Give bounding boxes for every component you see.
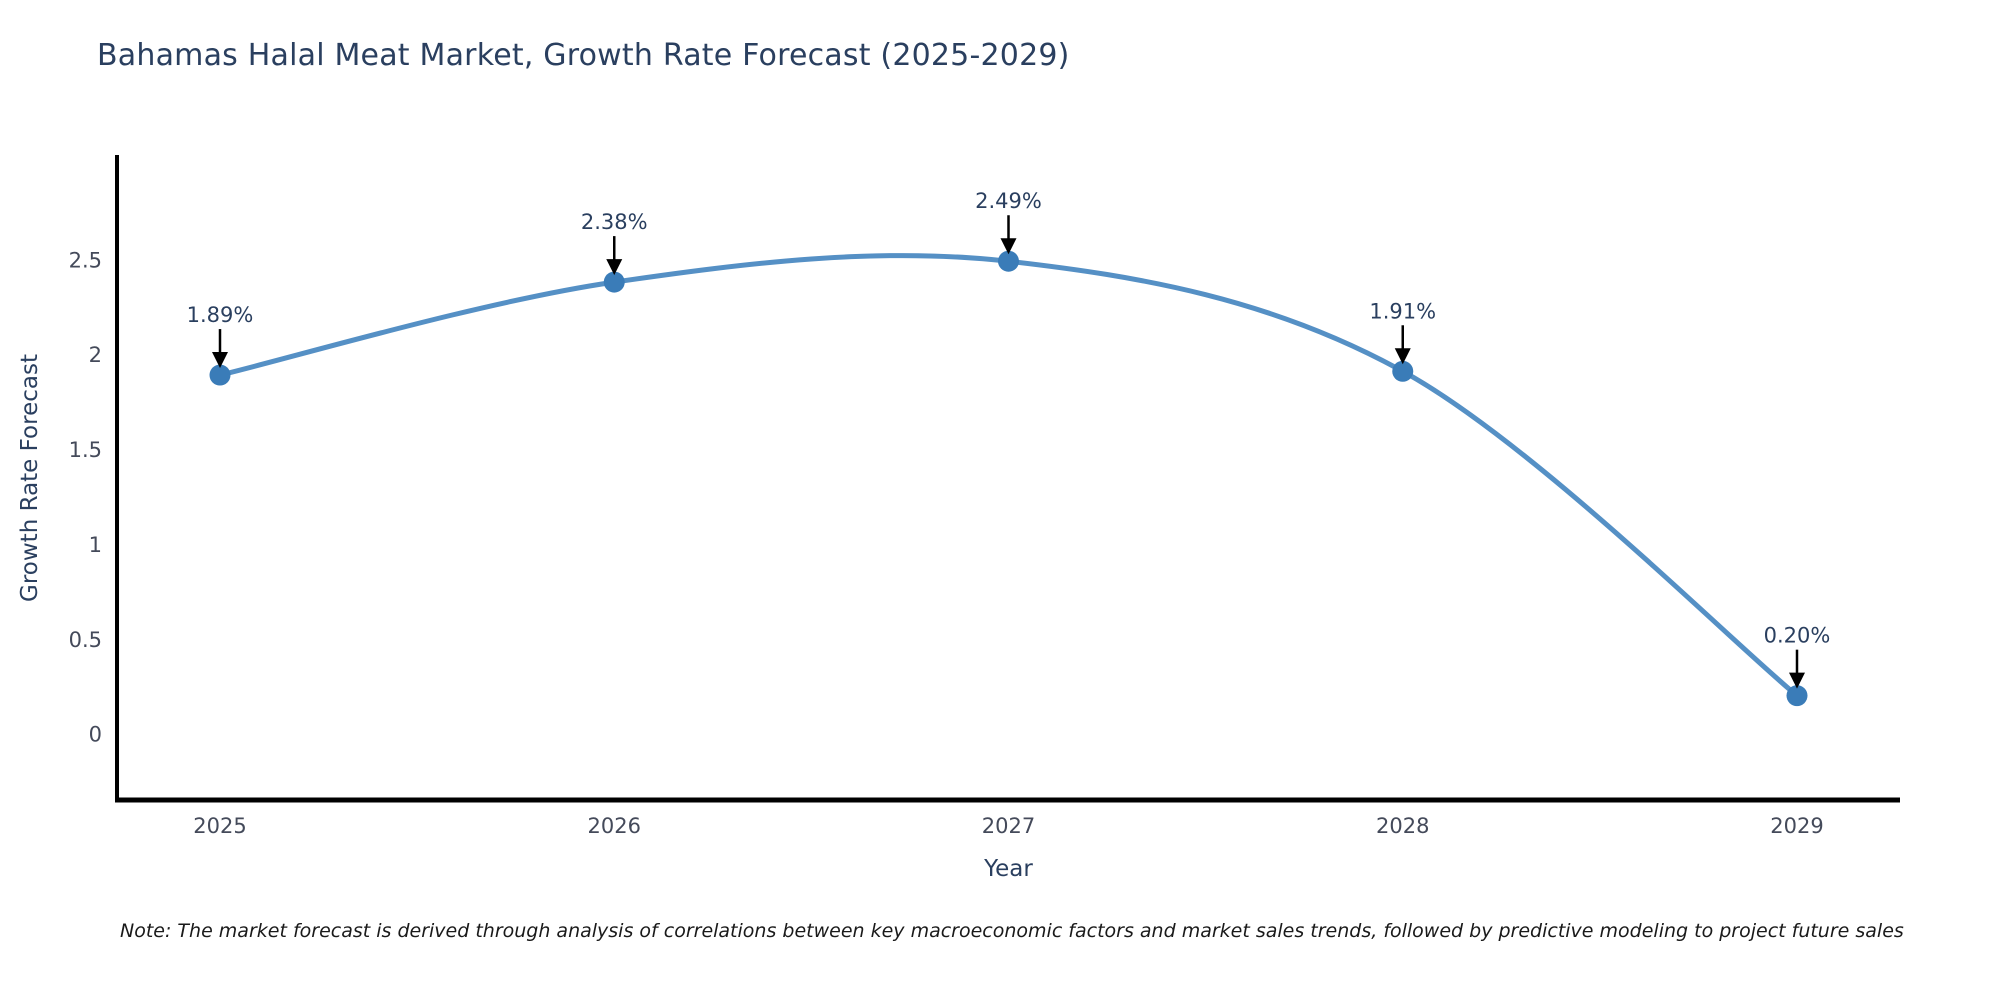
annotation-arrow-head bbox=[1000, 238, 1017, 255]
annotation-label: 1.91% bbox=[1369, 299, 1436, 323]
y-tick-label: 1 bbox=[89, 533, 102, 557]
annotation-label: 1.89% bbox=[187, 303, 254, 327]
annotation-arrow-head bbox=[1789, 672, 1805, 689]
x-tick-label: 2025 bbox=[193, 814, 246, 838]
data-point-2027[interactable] bbox=[998, 250, 1019, 272]
data-point-2029[interactable] bbox=[1786, 685, 1808, 707]
x-axis-title: Year bbox=[984, 856, 1033, 882]
y-axis-title: Growth Rate Forecast bbox=[17, 354, 43, 602]
data-point-2025[interactable] bbox=[209, 364, 231, 386]
annotation-label: 2.49% bbox=[975, 189, 1042, 213]
y-tick-label: 1.5 bbox=[69, 438, 102, 462]
footnote: Note: The market forecast is derived thr… bbox=[120, 920, 1904, 942]
annotation-label: 2.38% bbox=[581, 210, 648, 234]
annotation-arrow-head bbox=[1394, 348, 1411, 365]
annotation-arrow-head bbox=[606, 259, 623, 276]
data-point-2028[interactable] bbox=[1392, 360, 1414, 382]
line-path bbox=[217, 253, 1800, 699]
x-tick-label: 2028 bbox=[1376, 814, 1429, 838]
x-tick-label: 2027 bbox=[982, 814, 1035, 838]
y-tick-label: 0 bbox=[89, 723, 102, 747]
annotation-arrow-head bbox=[212, 352, 228, 369]
y-tick-label: 0.5 bbox=[69, 628, 102, 652]
y-tick-label: 2.5 bbox=[69, 248, 102, 272]
annotation-label: 0.20% bbox=[1764, 624, 1831, 648]
x-tick-label: 2029 bbox=[1770, 814, 1823, 838]
data-point-2026[interactable] bbox=[603, 271, 625, 293]
x-tick-label: 2026 bbox=[588, 814, 641, 838]
y-tick-label: 2 bbox=[89, 343, 102, 367]
chart-title: Bahamas Halal Meat Market, Growth Rate F… bbox=[97, 38, 1070, 73]
